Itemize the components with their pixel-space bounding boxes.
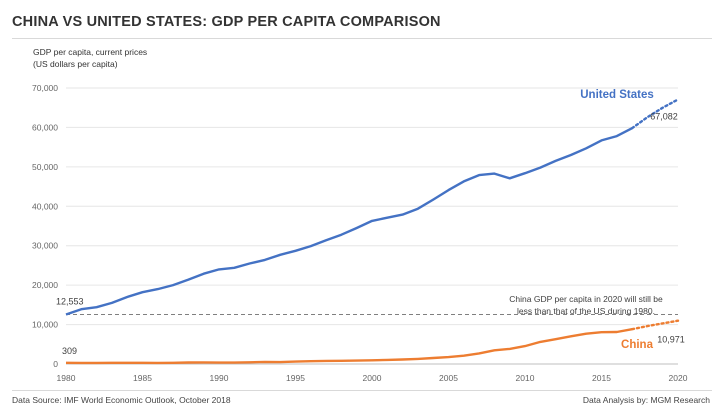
- series-line-us: [65, 127, 633, 316]
- data-analysis-credit: Data Analysis by: MGM Research: [582, 395, 710, 405]
- chart-title: CHINA VS UNITED STATES: GDP PER CAPITA C…: [12, 14, 441, 30]
- gridlines: [66, 87, 678, 365]
- y-axis-label: GDP per capita, current prices (US dolla…: [33, 46, 147, 70]
- projection-line-china: [630, 319, 680, 331]
- x-tick-label: 2020: [669, 373, 688, 383]
- y-axis-label-line-1: GDP per capita, current prices: [33, 47, 148, 57]
- x-tick-label: 2010: [516, 373, 535, 383]
- series-label-china: China: [621, 339, 654, 351]
- x-tick-label: 2015: [592, 373, 611, 383]
- annotation-line-1: China GDP per capita in 2020 will still …: [509, 294, 663, 304]
- x-tick-label: 1995: [286, 373, 305, 383]
- y-tick-label: 50,000: [32, 162, 58, 172]
- y-tick-label: 0: [53, 359, 58, 369]
- x-tick-label: 2005: [439, 373, 458, 383]
- projection-line-us: [630, 98, 680, 130]
- series-lines: [65, 98, 680, 365]
- y-tick-label: 30,000: [32, 241, 58, 251]
- data-source: Data Source: IMF World Economic Outlook,…: [12, 395, 231, 405]
- x-tick-label: 2000: [363, 373, 382, 383]
- footer-divider: [12, 390, 712, 391]
- y-tick-label: 10,000: [32, 320, 58, 330]
- end-value-label-china: 10,971: [657, 335, 685, 345]
- start-value-label-us: 12,553: [56, 297, 84, 307]
- x-tick-label: 1990: [210, 373, 229, 383]
- y-tick-label: 70,000: [32, 83, 58, 93]
- y-tick-label: 20,000: [32, 280, 58, 290]
- y-axis-label-line-2: (US dollars per capita): [33, 59, 118, 69]
- title-divider: [12, 38, 712, 39]
- y-tick-label: 40,000: [32, 201, 58, 211]
- y-tick-labels: 0 10,000 20,000 30,000 40,000 50,000 60,000 70,…: [32, 83, 58, 369]
- end-value-label-us: 67,082: [650, 112, 678, 122]
- x-tick-label: 1980: [57, 373, 76, 383]
- series-line-china: [65, 328, 633, 365]
- y-tick-label: 60,000: [32, 122, 58, 132]
- x-tick-labels: 1980 1985 1990 1995 2000 2005 2010 2015 2020: [57, 373, 688, 383]
- start-value-label-china: 309: [62, 346, 77, 356]
- annotation-line-2: less than that of the US during 1980.: [517, 306, 655, 316]
- series-label-us: United States: [580, 89, 654, 101]
- x-tick-label: 1985: [133, 373, 152, 383]
